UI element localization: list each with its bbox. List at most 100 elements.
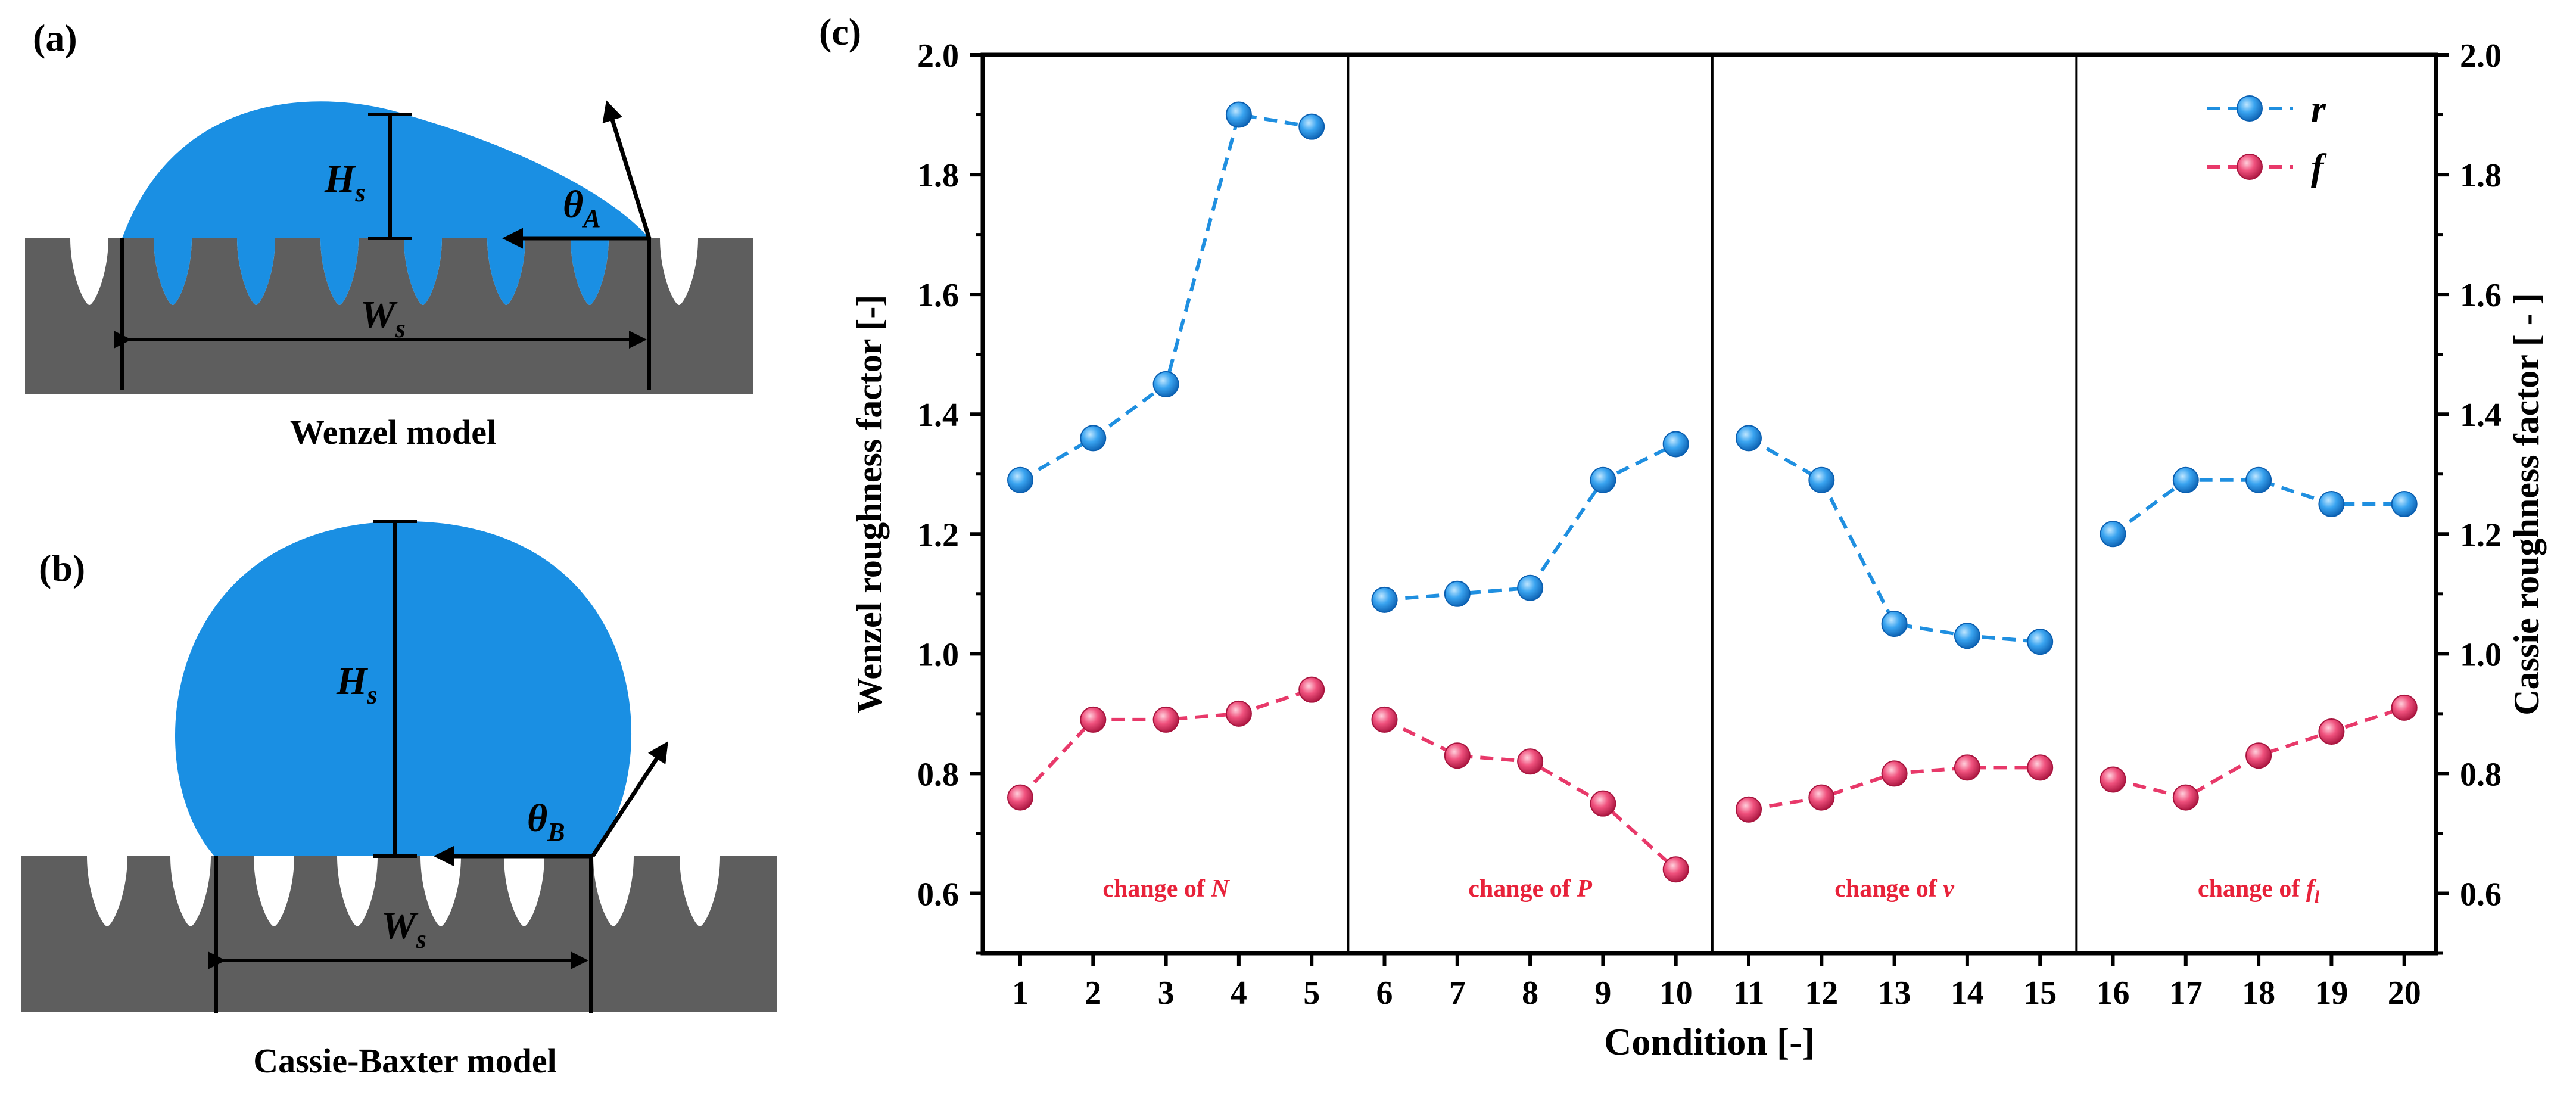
- group-label-prefix: change of: [1834, 875, 1943, 903]
- cassie-caption: Cassie-Baxter model: [253, 1041, 557, 1080]
- series-f-point: [1298, 676, 1325, 703]
- cassie-substrate: [21, 856, 777, 1012]
- panel-c-letter: (c): [819, 11, 861, 53]
- x-tick-label: 11: [1733, 975, 1765, 1012]
- panel-b-cassie: (b) Hs Ws θB Cassie-Baxter model: [21, 520, 777, 1080]
- series-f-point: [2318, 718, 2345, 745]
- x-tick-label: 7: [1449, 975, 1466, 1012]
- series-f-line: [1384, 718, 1677, 871]
- series-r-line: [1019, 113, 1312, 482]
- y-right-tick-label: 1.6: [2460, 277, 2502, 314]
- group-label-prefix: change of: [1468, 875, 1577, 903]
- wenzel-height-label: Hs: [324, 157, 365, 207]
- group-label-prefix: change of: [2198, 875, 2306, 903]
- group-label-var: v: [1943, 875, 1955, 903]
- legend-f-label: f: [2311, 146, 2327, 188]
- series-f-point: [1517, 748, 1544, 775]
- x-tick-label: 20: [2388, 975, 2421, 1012]
- cassie-height-label: Hs: [336, 660, 377, 710]
- y-left-tick-label: 2.0: [917, 38, 959, 74]
- wenzel-droplet: [122, 101, 649, 238]
- wenzel-angle-tangent: [602, 100, 652, 239]
- y-left-tick-label: 0.8: [917, 756, 959, 793]
- wenzel-groove-filled: [320, 238, 359, 305]
- series-f-point: [1808, 784, 1835, 811]
- wenzel-grooves: [70, 238, 698, 305]
- x-tick-label: 1: [1012, 975, 1029, 1012]
- wenzel-groove-filled: [487, 238, 525, 305]
- series-f-point: [1080, 706, 1107, 733]
- series-r-point: [1590, 466, 1616, 493]
- y-axis-right-title: Cassie roughness factor [ - ]: [2507, 293, 2546, 715]
- series-r-point: [1808, 466, 1835, 493]
- y-right-tick-label: 1.0: [2460, 636, 2502, 673]
- series-f-point: [1444, 742, 1471, 769]
- x-tick-label: 6: [1376, 975, 1393, 1012]
- x-tick-label: 18: [2242, 975, 2275, 1012]
- y-left-tick-label: 1.4: [917, 397, 959, 434]
- y-left-tick-label: 0.6: [917, 876, 959, 913]
- y-right-tick-label: 1.4: [2460, 397, 2502, 434]
- x-tick-label: 16: [2097, 975, 2130, 1012]
- x-tick-label: 2: [1085, 975, 1101, 1012]
- cassie-grooves: [87, 856, 720, 926]
- series-f-line: [1018, 688, 1313, 799]
- group-label-sub: l: [2315, 887, 2320, 907]
- series-r-point: [2318, 491, 2345, 517]
- series-f-point: [2100, 766, 2126, 793]
- x-tick-label: 4: [1231, 975, 1247, 1012]
- plot-frame: [980, 52, 2438, 956]
- y-left-tick-label: 1.6: [917, 277, 959, 314]
- y-right-tick-label: 2.0: [2460, 38, 2502, 74]
- y-axis-right: 0.6 0.8 1.0 1.2 1.4 1.6 1.8 2.0: [2436, 38, 2502, 955]
- series-r-point: [1152, 371, 1179, 397]
- y-right-tick-label: 0.8: [2460, 756, 2502, 793]
- x-tick-label: 19: [2315, 975, 2348, 1012]
- cassie-groove: [680, 856, 720, 926]
- series-r-point: [1517, 574, 1544, 601]
- wenzel-groove-filled: [404, 238, 442, 305]
- group-label-var: f: [2306, 875, 2317, 903]
- x-tick-label: 9: [1594, 975, 1611, 1012]
- y-right-tick-label: 1.2: [2460, 517, 2502, 553]
- cassie-droplet: [175, 521, 632, 856]
- x-tick-label: 10: [1659, 975, 1693, 1012]
- series-r-point: [1371, 586, 1398, 613]
- x-axis: 1 2 3 4 5 6 7 8 9 10 11 12 13 14 15 16 17 18 19 20: [1012, 953, 2421, 1012]
- series-r-point: [1736, 425, 1762, 452]
- wenzel-groove-filled: [571, 238, 609, 305]
- wenzel-substrate: [25, 238, 753, 394]
- series-r-point: [1298, 113, 1325, 140]
- series-r-point: [1080, 425, 1107, 452]
- series-f-point: [2245, 742, 2272, 769]
- wenzel-groove-filled: [237, 238, 275, 305]
- cassie-groove: [170, 856, 211, 926]
- legend-item-f: f: [2207, 146, 2327, 188]
- series-r-point: [1225, 101, 1252, 128]
- series-f-point: [1881, 760, 1908, 787]
- y-right-tick-label: 1.8: [2460, 157, 2502, 194]
- y-left-tick-label: 1.0: [917, 636, 959, 673]
- series-f-point: [1736, 796, 1762, 823]
- cassie-groove: [593, 856, 634, 926]
- x-tick-label: 15: [2023, 975, 2057, 1012]
- legend-r-label: r: [2311, 88, 2326, 130]
- panel-c-chart: (c) 0.6 0.8 1.0 1.2 1.4 1.6 1.8 2.0 0.6 0.8 1.0 1.…: [819, 11, 2546, 1063]
- series-r-point: [1444, 580, 1471, 607]
- legend-item-r: r: [2207, 88, 2326, 130]
- x-tick-label: 13: [1878, 975, 1911, 1012]
- group-label: change of fl: [2198, 875, 2320, 907]
- series-r-point: [1954, 623, 1980, 649]
- series-r-point: [2100, 521, 2126, 548]
- cassie-groove: [87, 856, 127, 926]
- group-label: change of N: [1102, 875, 1230, 903]
- cassie-width-label: Ws: [381, 904, 426, 954]
- series-f-point: [1371, 706, 1398, 733]
- series-f-point: [1954, 754, 1980, 781]
- legend-r-marker: [2237, 95, 2263, 122]
- wenzel-width-label: Ws: [360, 293, 406, 343]
- cassie-angle-tangent: [591, 741, 668, 857]
- legend: r f: [2207, 88, 2327, 188]
